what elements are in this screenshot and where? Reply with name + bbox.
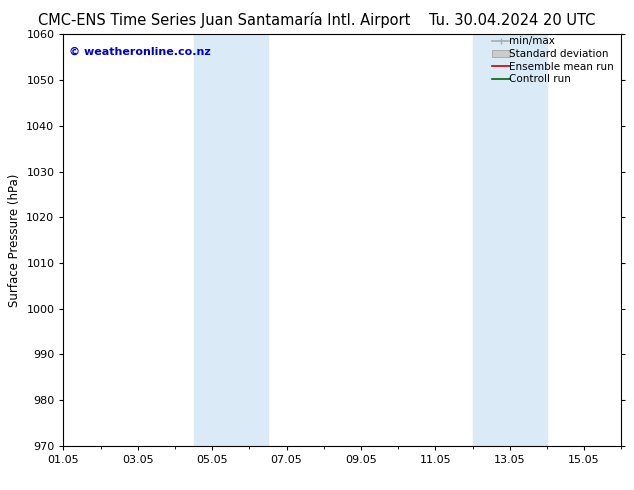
Y-axis label: Surface Pressure (hPa): Surface Pressure (hPa): [8, 173, 21, 307]
Bar: [472, 34, 547, 446]
Text: © weatheronline.co.nz: © weatheronline.co.nz: [69, 47, 210, 57]
Text: CMC-ENS Time Series Juan Santamaría Intl. Airport    Tu. 30.04.2024 20 UTC: CMC-ENS Time Series Juan Santamaría Intl…: [38, 12, 596, 28]
Legend: min/max, Standard deviation, Ensemble mean run, Controll run: min/max, Standard deviation, Ensemble me…: [491, 36, 619, 84]
Bar: [193, 34, 268, 446]
